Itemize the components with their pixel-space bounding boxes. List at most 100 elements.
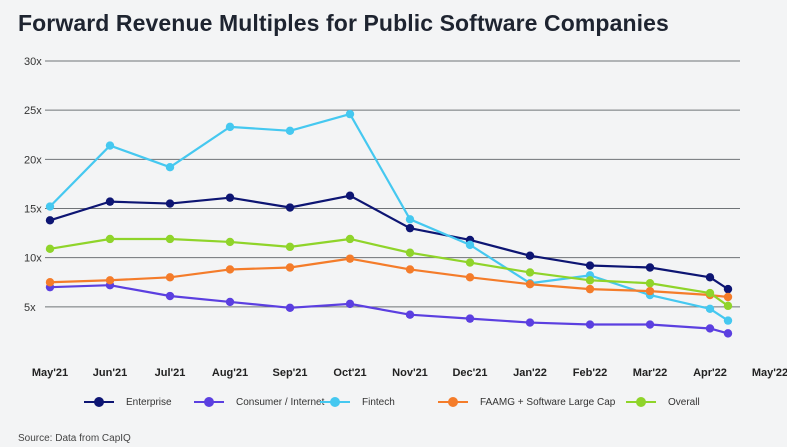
data-point	[405, 215, 415, 224]
data-point	[645, 279, 655, 288]
data-point	[345, 191, 355, 200]
data-point	[585, 284, 595, 294]
legend-label: Consumer / Internet	[236, 396, 325, 408]
series-consumer-internet	[45, 281, 733, 338]
y-tick-label: 15x	[24, 204, 42, 216]
data-point	[465, 258, 475, 267]
data-point	[105, 141, 115, 150]
series-faamg-software-large-cap	[45, 254, 733, 302]
data-point	[585, 261, 595, 270]
data-point	[45, 278, 55, 287]
legend-label: FAAMG + Software Large Cap	[480, 396, 616, 408]
x-tick-label: May'21	[32, 367, 68, 379]
data-point	[405, 265, 415, 274]
data-point	[705, 273, 715, 282]
x-tick-label: Feb'22	[573, 367, 607, 379]
data-point	[285, 263, 295, 272]
data-point	[405, 310, 415, 319]
data-point	[225, 237, 235, 247]
data-point	[165, 291, 175, 301]
data-point	[165, 199, 175, 208]
x-tick-label: Sep'21	[272, 367, 307, 379]
x-tick-label: Mar'22	[633, 367, 667, 379]
x-tick-label: Jul'21	[155, 367, 186, 379]
data-point	[465, 314, 475, 323]
chart-title: Forward Revenue Multiples for Public Sof…	[18, 10, 669, 36]
x-tick-label: May'22	[752, 367, 787, 379]
grid-layer	[45, 60, 740, 308]
chart-legend: Enterprise Consumer / Internet Fintech FAAM…	[0, 392, 787, 412]
legend-item: Overall	[626, 392, 700, 412]
data-point	[285, 126, 295, 136]
data-point	[465, 240, 475, 250]
data-point	[405, 248, 415, 257]
data-point	[225, 193, 235, 202]
series-line	[49, 284, 729, 335]
series-overall	[45, 234, 733, 311]
legend-item: Fintech	[320, 392, 395, 412]
legend-item: Enterprise	[84, 392, 172, 412]
data-point	[585, 320, 595, 329]
data-point	[45, 202, 55, 211]
x-tick-label: Apr'22	[693, 367, 727, 379]
data-point	[525, 251, 535, 260]
data-point	[525, 268, 535, 277]
data-point	[105, 234, 115, 244]
series-line	[49, 237, 729, 307]
x-tick-label: Nov'21	[392, 367, 428, 379]
y-tick-label: 30x	[24, 56, 42, 68]
series-layer	[45, 109, 733, 338]
data-point	[525, 318, 535, 327]
data-point	[225, 122, 235, 132]
legend-label: Overall	[668, 396, 700, 408]
series-line	[49, 194, 729, 291]
data-point	[285, 242, 295, 252]
data-point	[525, 280, 535, 289]
axis-layer: 5x 10x 15x 20x 25x 30x May'21 Jun'21 Jul'21 Aug'2…	[24, 56, 787, 379]
data-point	[225, 265, 235, 274]
data-point	[165, 234, 175, 244]
data-point	[285, 303, 295, 313]
x-tick-label: Jun'21	[93, 367, 127, 379]
legend-label: Enterprise	[126, 396, 172, 408]
data-point	[723, 316, 733, 325]
data-point	[345, 234, 355, 244]
data-point	[723, 284, 733, 294]
series-line	[49, 257, 729, 299]
data-point	[45, 216, 55, 225]
data-point	[723, 329, 733, 338]
data-point	[645, 320, 655, 329]
data-point	[585, 276, 595, 285]
legend-swatch	[438, 396, 468, 408]
data-point	[285, 203, 295, 212]
y-tick-label: 5x	[24, 302, 36, 314]
data-point	[225, 297, 235, 307]
data-point	[345, 109, 355, 119]
y-tick-label: 20x	[24, 154, 42, 166]
data-point	[405, 223, 415, 233]
legend-label: Fintech	[362, 396, 395, 408]
legend-item: Consumer / Internet	[194, 392, 324, 412]
legend-swatch	[194, 396, 224, 408]
data-point	[45, 244, 55, 254]
data-point	[345, 299, 355, 309]
legend-swatch	[626, 396, 656, 408]
y-tick-label: 10x	[24, 253, 42, 265]
data-point	[165, 273, 175, 282]
x-tick-label: Dec'21	[452, 367, 487, 379]
legend-item: FAAMG + Software Large Cap	[438, 392, 615, 412]
data-point	[465, 273, 475, 282]
data-point	[723, 301, 733, 311]
x-tick-label: Oct'21	[333, 367, 366, 379]
x-tick-label: Jan'22	[513, 367, 547, 379]
legend-swatch	[84, 396, 114, 408]
y-tick-label: 25x	[24, 105, 42, 117]
data-point	[705, 288, 715, 298]
data-point	[105, 197, 115, 206]
data-point	[705, 304, 715, 313]
source-note: Source: Data from CapIQ	[18, 433, 131, 444]
data-point	[705, 324, 715, 333]
legend-swatch	[320, 396, 350, 408]
data-point	[645, 263, 655, 272]
data-point	[105, 276, 115, 285]
